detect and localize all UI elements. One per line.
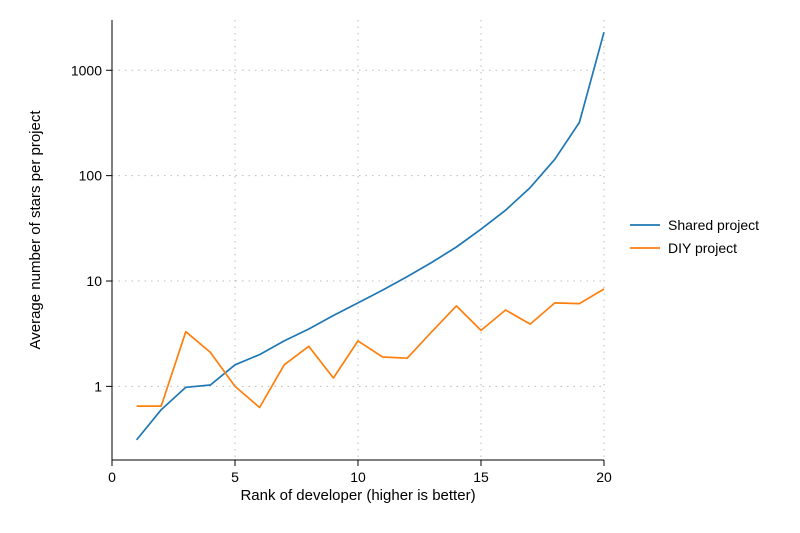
y-axis-title: Average number of stars per project	[27, 110, 44, 350]
legend-label-diy-project: DIY project	[668, 240, 737, 256]
x-tick-label: 10	[350, 469, 366, 485]
series-line-diy-project	[136, 288, 605, 409]
series-line-shared-project	[135, 31, 605, 441]
x-axis-title: Rank of developer (higher is better)	[240, 487, 475, 504]
x-tick-label: 0	[108, 469, 116, 485]
legend: Shared project DIY project	[630, 217, 759, 256]
grid	[111, 20, 605, 460]
y-tick-label: 1000	[71, 62, 102, 78]
y-tick-label: 100	[79, 168, 103, 184]
y-tick-label: 1	[94, 378, 102, 394]
y-axis-ticks: 1 10 100 1000	[71, 62, 112, 394]
series-lines	[135, 31, 605, 441]
legend-label-shared-project: Shared project	[668, 217, 759, 233]
x-tick-label: 20	[596, 469, 612, 485]
x-tick-label: 15	[473, 469, 489, 485]
y-tick-label: 10	[86, 273, 102, 289]
x-axis-ticks: 0 5 10 15 20	[108, 460, 612, 485]
x-tick-label: 5	[231, 469, 239, 485]
